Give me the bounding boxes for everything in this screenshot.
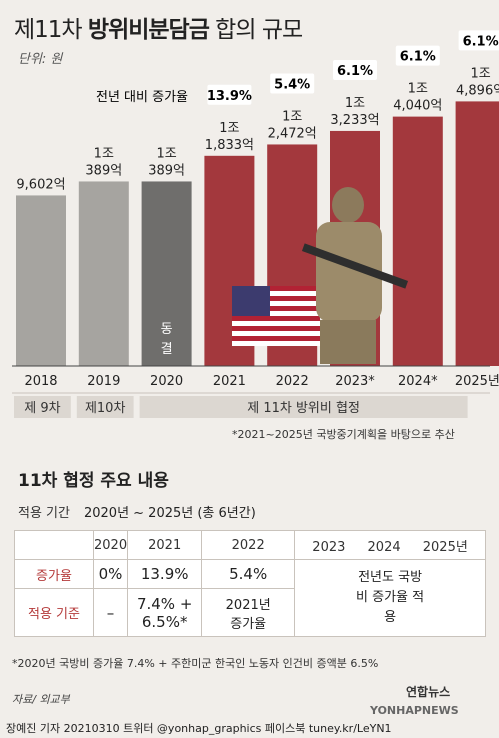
frozen-label: 결 bbox=[161, 342, 173, 357]
table-cell: 7.4% + 6.5%* bbox=[127, 588, 203, 637]
bar-value-label: 1,833억 bbox=[205, 138, 254, 153]
bar-value-label: 389억 bbox=[148, 163, 185, 178]
table-header-row: 2020 2021 2022 2023 2024 2025년 bbox=[14, 530, 486, 560]
bar-value-label: 2,472억 bbox=[268, 126, 317, 141]
period-label: 적용 기간 bbox=[18, 506, 70, 521]
agreement-band bbox=[139, 396, 468, 418]
table-year-group: 2023 2024 2025년 bbox=[294, 530, 486, 560]
bar bbox=[16, 195, 66, 366]
year-label: 2020 bbox=[150, 374, 183, 389]
growth-rate-label: 전년 대비 증가율 bbox=[96, 90, 188, 105]
table-year: 2020 bbox=[92, 530, 129, 560]
summary-table: 2020 2021 2022 2023 2024 2025년 증가율 0% 13… bbox=[14, 530, 486, 637]
bar-value-label: 1조 bbox=[345, 96, 365, 111]
unit-label: 단위: 원 bbox=[18, 52, 63, 67]
table-cell: 5.4% bbox=[201, 559, 296, 589]
growth-badge bbox=[270, 73, 315, 94]
growth-badge bbox=[458, 30, 499, 51]
bar-value-label: 1조 bbox=[408, 82, 428, 97]
growth-rate: 5.4% bbox=[274, 77, 310, 92]
bar-value-label: 1조 bbox=[156, 146, 176, 161]
bar-value-label: 9,602억 bbox=[16, 177, 65, 192]
bar-value-label: 1조 bbox=[470, 66, 490, 81]
table-cell: 13.9% bbox=[127, 559, 203, 589]
bar-value-label: 1조 bbox=[282, 109, 302, 124]
table-cell: 0% bbox=[92, 559, 129, 589]
bar-value-label: 1조 bbox=[94, 146, 114, 161]
yonhap-logo: 연합뉴스 bbox=[406, 685, 451, 699]
bar bbox=[141, 181, 192, 366]
soldier-image bbox=[301, 187, 409, 364]
bar-value-label: 1조 bbox=[219, 121, 239, 136]
bar bbox=[392, 116, 443, 367]
year-label: 2022 bbox=[276, 374, 309, 389]
table-row: 적용 기준 – 7.4% + 6.5%* 2021년 증가율 bbox=[14, 588, 486, 637]
growth-badge bbox=[395, 45, 440, 66]
year-label: 2024* bbox=[398, 374, 438, 389]
year-label: 2018 bbox=[24, 374, 57, 389]
agreement-label: 제 9차 bbox=[24, 401, 60, 416]
table-cell: 2021년 증가율 bbox=[201, 588, 296, 637]
table-corner bbox=[14, 530, 94, 560]
yonhap-logo-en: YONHAPNEWS bbox=[370, 704, 459, 717]
growth-badge bbox=[333, 59, 377, 80]
table-merged-cell: 전년도 국방비 증가율 적용 bbox=[294, 559, 486, 637]
table-year: 2021 bbox=[127, 530, 203, 560]
source-label: 자료/ 외교부 bbox=[12, 693, 70, 706]
table-footnote: *2020년 국방비 증가율 7.4% + 주한미군 한국인 노동자 인건비 증… bbox=[12, 657, 379, 670]
period-value: 2020년 ~ 2025년 (총 6년간) bbox=[83, 506, 256, 521]
growth-rate: 6.1% bbox=[400, 50, 436, 65]
year-label: 2023* bbox=[335, 374, 375, 389]
growth-rate: 6.1% bbox=[463, 34, 499, 49]
bar-value-label: 3,233억 bbox=[330, 113, 379, 128]
growth-rate: 6.1% bbox=[337, 64, 373, 79]
page-title: 제11차 방위비분담금 합의 규모 bbox=[14, 17, 303, 43]
table-row: 증가율 0% 13.9% 5.4% 전년도 국방비 증가율 적용 bbox=[14, 559, 486, 637]
bar-value-label: 4,896억 bbox=[456, 83, 499, 98]
year-label: 2021 bbox=[213, 374, 246, 389]
bar-value-label: 389억 bbox=[85, 163, 122, 178]
agreement-band bbox=[14, 396, 71, 418]
table-cell: – bbox=[92, 588, 129, 637]
row-head-basis: 적용 기준 bbox=[14, 588, 94, 637]
growth-badge bbox=[207, 84, 252, 105]
year-label: 2025년* bbox=[455, 374, 499, 389]
bar bbox=[455, 101, 499, 367]
bar-chart: 전년 대비 증가율 9,602억 1조 389억 1조 389억 1조 1,833억 13.9%… bbox=[12, 30, 499, 418]
agreement-label: 제 11차 방위비 협정 bbox=[247, 401, 360, 416]
agreement-band bbox=[76, 396, 134, 418]
period-row: 적용 기간 2020년 ~ 2025년 (총 6년간) bbox=[18, 502, 270, 521]
frozen-label: 동 bbox=[161, 322, 173, 337]
section-title: 11차 협정 주요 내용 bbox=[18, 471, 169, 491]
chart-footnote: *2021~2025년 국방중기계획을 바탕으로 추산 bbox=[232, 428, 455, 441]
row-head-growth: 증가율 bbox=[14, 559, 94, 589]
bar-value-label: 4,040억 bbox=[393, 99, 442, 114]
agreement-label: 제10차 bbox=[85, 401, 126, 416]
bar bbox=[78, 181, 129, 366]
table-year: 2022 bbox=[201, 530, 296, 560]
us-flag-image bbox=[232, 286, 320, 346]
credit-line: 장예진 기자 20210310 트위터 @yonhap_graphics 페이스… bbox=[6, 722, 392, 735]
growth-rate: 13.9% bbox=[207, 89, 252, 104]
year-label: 2019 bbox=[87, 374, 120, 389]
